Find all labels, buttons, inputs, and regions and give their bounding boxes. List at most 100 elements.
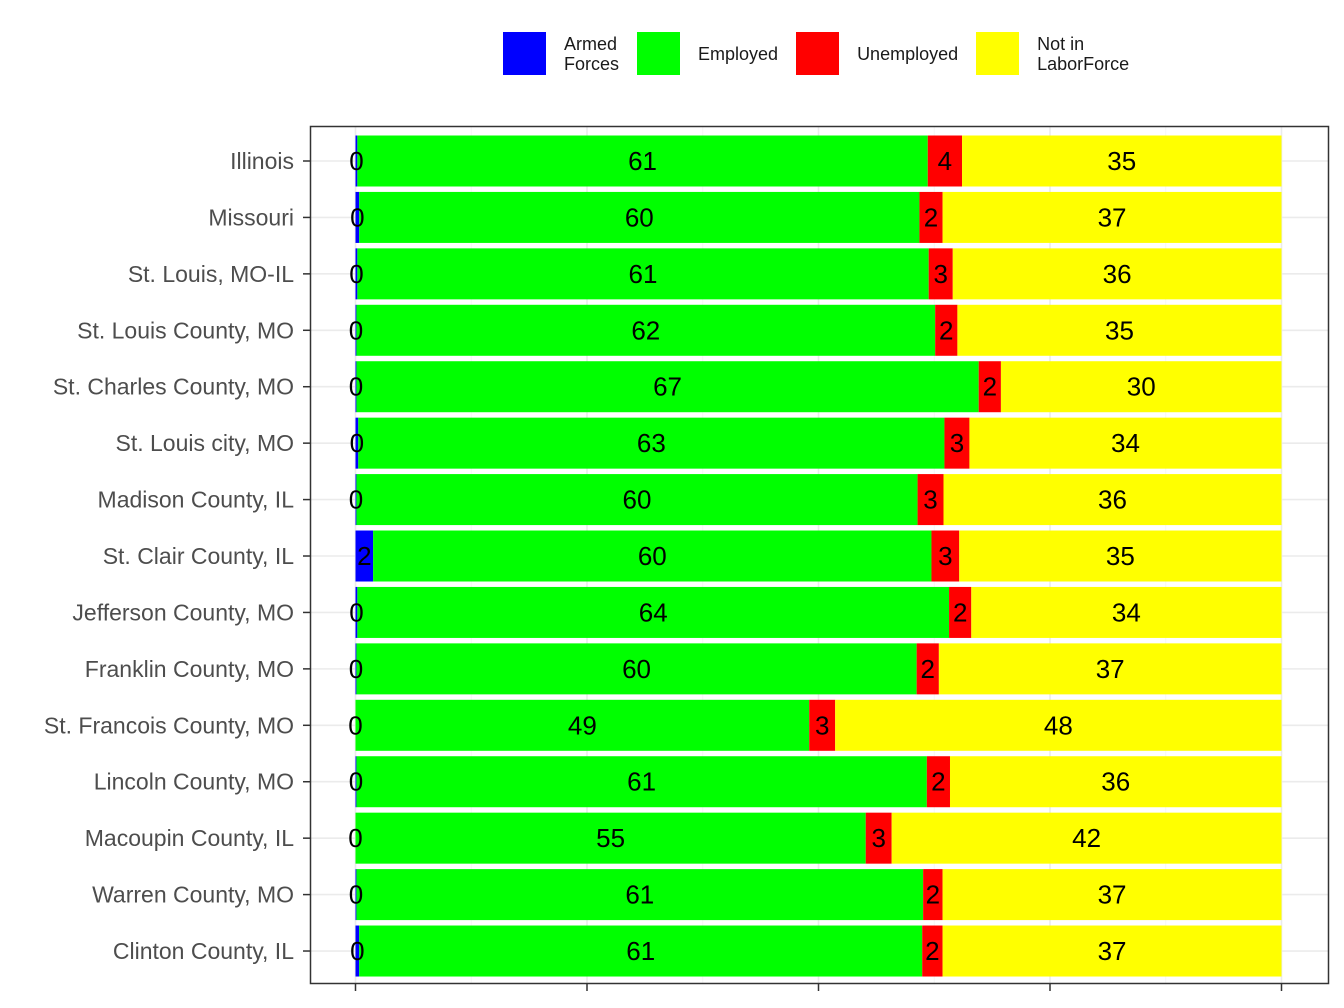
data-label-employed-st-clair-county-il: 60 [638, 541, 667, 571]
data-label-not-in-laborforce-missouri: 37 [1098, 202, 1127, 232]
data-label-armed-forces-madison-county-il: 0 [349, 485, 363, 515]
bar-unemployed-st-clair-county-il [931, 530, 960, 582]
data-label-unemployed-st-clair-county-il: 3 [938, 541, 952, 571]
data-label-armed-forces-st-clair-county-il: 2 [357, 541, 371, 571]
y-tick-label-st-charles-county-mo: St. Charles County, MO [53, 374, 294, 400]
data-label-armed-forces-jefferson-county-mo: 0 [349, 597, 363, 627]
legend-key-not-in-laborforce [976, 32, 1020, 75]
data-label-not-in-laborforce-warren-county-mo: 37 [1098, 880, 1127, 910]
data-label-not-in-laborforce-st-louis-county-mo: 35 [1105, 315, 1134, 345]
bar-not-in-laborforce-madison-county-il [943, 474, 1282, 526]
y-tick-label-franklin-county-mo: Franklin County, MO [85, 656, 294, 682]
bar-employed-lincoln-county-mo [356, 756, 927, 808]
data-label-armed-forces-st-francois-county-mo: 0 [348, 710, 362, 740]
bar-not-in-laborforce-macoupin-county-il [891, 812, 1282, 864]
data-label-employed-st-francois-county-mo: 49 [568, 710, 597, 740]
data-label-unemployed-jefferson-county-mo: 2 [953, 597, 967, 627]
legend-item-not-in-laborforce: Not in LaborForce [976, 32, 1129, 75]
bar-not-in-laborforce-st-louis-city-mo [969, 417, 1282, 469]
data-label-unemployed-st-louis-mo-il: 3 [933, 259, 947, 289]
data-label-unemployed-warren-county-mo: 2 [926, 880, 940, 910]
bar-employed-missouri [359, 191, 920, 243]
bar-armed-forces-franklin-county-mo [355, 643, 357, 695]
bar-not-in-laborforce-clinton-county-il [942, 925, 1282, 977]
bar-armed-forces-st-charles-county-mo [355, 361, 357, 413]
legend-item-unemployed: Unemployed [796, 32, 958, 75]
bar-armed-forces-st-louis-city-mo [355, 417, 359, 469]
bar-unemployed-clinton-county-il [922, 925, 943, 977]
bar-not-in-laborforce-lincoln-county-mo [949, 756, 1282, 808]
bar-armed-forces-jefferson-county-mo [355, 586, 358, 638]
bar-armed-forces-clinton-county-il [355, 925, 360, 977]
data-label-armed-forces-clinton-county-il: 0 [350, 936, 364, 966]
data-label-not-in-laborforce-lincoln-county-mo: 36 [1101, 767, 1130, 797]
bar-unemployed-st-louis-city-mo [944, 417, 970, 469]
bar-employed-warren-county-mo [356, 869, 924, 921]
bar-unemployed-illinois [927, 135, 963, 187]
data-label-employed-macoupin-county-il: 55 [596, 823, 625, 853]
plot-panel-border [309, 125, 1330, 985]
bar-armed-forces-warren-county-mo [355, 869, 357, 921]
legend-item-armed-forces: Armed Forces [503, 32, 619, 75]
legend-label-unemployed: Unemployed [857, 43, 959, 64]
bar-armed-forces-st-clair-county-il [355, 530, 374, 582]
bar-unemployed-madison-county-il [917, 474, 944, 526]
bar-unemployed-warren-county-mo [923, 869, 943, 921]
data-label-not-in-laborforce-st-louis-mo-il: 36 [1103, 259, 1132, 289]
bar-employed-st-clair-county-il [373, 530, 932, 582]
data-label-not-in-laborforce-macoupin-county-il: 42 [1072, 823, 1101, 853]
bar-not-in-laborforce-missouri [942, 191, 1282, 243]
data-label-unemployed-clinton-county-il: 2 [925, 936, 939, 966]
bar-armed-forces-madison-county-il [355, 474, 357, 526]
data-label-unemployed-franklin-county-mo: 2 [921, 654, 935, 684]
bar-not-in-laborforce-illinois [962, 135, 1282, 187]
data-label-not-in-laborforce-st-francois-county-mo: 48 [1044, 710, 1073, 740]
legend-key-unemployed [796, 32, 840, 75]
bar-not-in-laborforce-st-clair-county-il [959, 530, 1282, 582]
legend-key-employed [637, 32, 681, 75]
data-label-not-in-laborforce-madison-county-il: 36 [1098, 485, 1127, 515]
data-label-not-in-laborforce-st-charles-county-mo: 30 [1127, 372, 1156, 402]
data-label-not-in-laborforce-illinois: 35 [1107, 146, 1136, 176]
data-label-employed-clinton-county-il: 61 [626, 936, 655, 966]
data-label-armed-forces-st-charles-county-mo: 0 [349, 372, 363, 402]
bar-labels: 0 61 4 350 60 2 370 61 3 360 62 2 350 67 2 300 63 3 340 60 3… [348, 146, 1155, 966]
bar-not-in-laborforce-jefferson-county-mo [971, 586, 1282, 638]
data-label-unemployed-st-francois-county-mo: 3 [815, 710, 829, 740]
data-label-employed-st-louis-county-mo: 62 [631, 315, 660, 345]
data-label-employed-illinois: 61 [628, 146, 657, 176]
bar-unemployed-lincoln-county-mo [926, 756, 950, 808]
data-label-employed-st-louis-city-mo: 63 [637, 428, 666, 458]
bar-unemployed-macoupin-county-il [865, 812, 892, 864]
bar-unemployed-jefferson-county-mo [949, 586, 972, 638]
legend-item-employed: Employed [637, 32, 778, 75]
bar-unemployed-st-louis-mo-il [928, 248, 953, 300]
data-label-unemployed-st-charles-county-mo: 2 [983, 372, 997, 402]
data-label-employed-st-louis-mo-il: 61 [629, 259, 658, 289]
bar-employed-jefferson-county-mo [357, 586, 950, 638]
bar-armed-forces-st-louis-mo-il [355, 248, 358, 300]
y-tick-label-missouri: Missouri [208, 204, 294, 230]
bar-not-in-laborforce-st-francois-county-mo [835, 699, 1282, 751]
bar-not-in-laborforce-st-charles-county-mo [1000, 361, 1282, 413]
bar-employed-madison-county-il [356, 474, 918, 526]
y-axis: Illinois Missouri St. Louis, MO-IL St. Loui… [44, 148, 1283, 991]
data-label-armed-forces-lincoln-county-mo: 0 [349, 767, 363, 797]
y-tick-label-st-louis-mo-il: St. Louis, MO-IL [128, 261, 294, 287]
data-label-employed-franklin-county-mo: 60 [622, 654, 651, 684]
data-label-not-in-laborforce-st-louis-city-mo: 34 [1111, 428, 1140, 458]
data-label-armed-forces-illinois: 0 [349, 146, 363, 176]
bar-not-in-laborforce-st-louis-county-mo [957, 304, 1282, 356]
bar-unemployed-st-louis-county-mo [935, 304, 958, 356]
bar-employed-st-francois-county-mo [355, 699, 810, 751]
data-label-unemployed-missouri: 2 [924, 202, 938, 232]
legend-label-employed: Employed [698, 43, 779, 64]
data-label-employed-jefferson-county-mo: 64 [639, 597, 668, 627]
bar-employed-st-louis-county-mo [356, 304, 936, 356]
bar-not-in-laborforce-st-louis-mo-il [952, 248, 1282, 300]
data-label-not-in-laborforce-st-clair-county-il: 35 [1106, 541, 1135, 571]
data-label-armed-forces-st-louis-city-mo: 0 [350, 428, 364, 458]
data-label-not-in-laborforce-jefferson-county-mo: 34 [1112, 597, 1141, 627]
y-tick-label-madison-county-il: Madison County, IL [98, 487, 295, 513]
